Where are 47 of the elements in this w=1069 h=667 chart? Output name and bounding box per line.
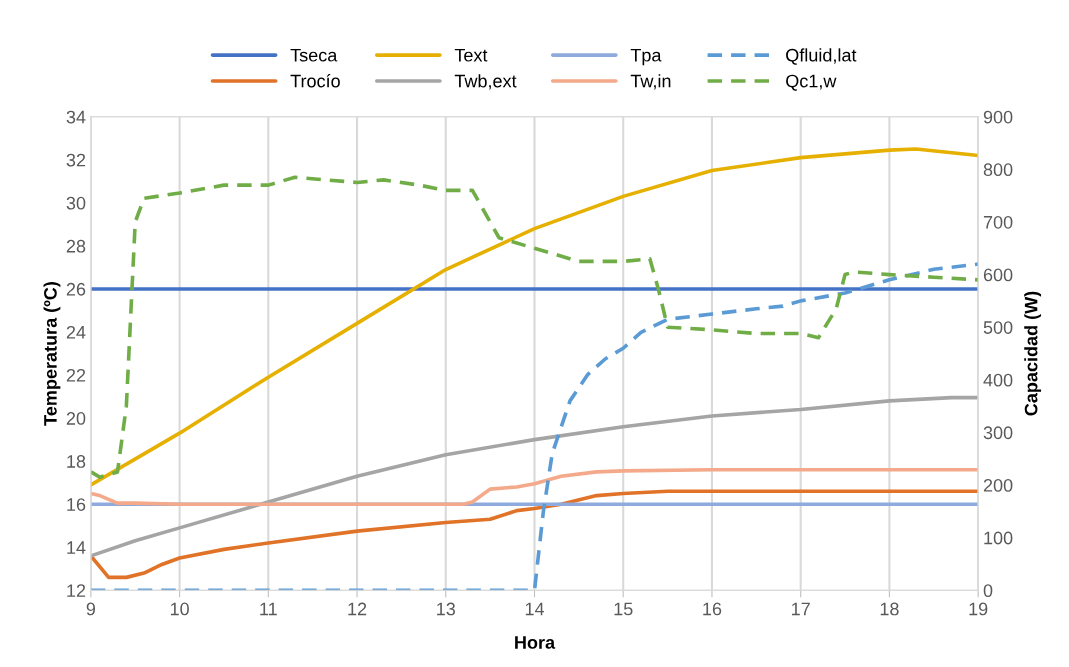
x-tick-label: 12: [348, 602, 367, 616]
x-tick-label: 15: [614, 602, 633, 616]
y-tick-label: 32: [66, 153, 86, 167]
line-series: [90, 395, 979, 558]
y2-axis-title: Capacidad (W): [1024, 291, 1042, 416]
x-tick-label: 9: [86, 602, 96, 616]
legend-label: Text: [454, 48, 488, 62]
y2-tick-label: 200: [983, 478, 1013, 492]
legend-label: Twb,ext: [454, 74, 517, 90]
x-tick-label: 11: [260, 602, 277, 616]
y2-tick-label: 400: [983, 373, 1013, 387]
legend-label: Tpa: [630, 48, 662, 66]
y-tick-label: 20: [66, 412, 86, 425]
y2-tick-label: 300: [983, 426, 1013, 440]
x-tick-label: 14: [525, 602, 545, 616]
legend-label: Tseca: [290, 48, 338, 62]
y-tick-label: 28: [66, 239, 86, 253]
y-tick-label: 14: [67, 541, 86, 554]
y-axis-title: Temperatura (ºC): [43, 282, 61, 426]
y-tick-label: 12: [67, 584, 86, 597]
x-axis-title: Hora: [515, 636, 556, 649]
y-tick-label: 18: [67, 455, 86, 468]
y2-tick-label: 700: [983, 215, 1013, 229]
x-tick-label: 16: [703, 602, 722, 616]
y2-tick-label: 500: [983, 321, 1013, 334]
y2-tick-label: 800: [983, 163, 1013, 177]
y-tick-label: 22: [66, 368, 86, 382]
line-series: [90, 467, 979, 506]
y2-tick-label: 100: [984, 531, 1013, 545]
y2-tick-label: 600: [983, 268, 1013, 282]
legend-label: Qc1,w: [786, 74, 837, 91]
line-series: [90, 489, 979, 580]
y-tick-label: 16: [67, 498, 86, 511]
y2-tick-label: 0: [983, 584, 993, 598]
x-tick-label: 18: [880, 602, 899, 616]
y2-tick-label: 900: [983, 110, 1013, 124]
x-tick-label: 10: [170, 602, 189, 616]
legend-label: Tw,in: [630, 74, 671, 90]
x-tick-label: 19: [969, 602, 988, 616]
y-tick-label: 26: [66, 282, 86, 296]
y-tick-label: 24: [66, 325, 86, 339]
legend-label: Qfluid,lat: [786, 48, 857, 65]
x-tick-label: 17: [792, 602, 810, 616]
y-tick-label: 34: [66, 110, 86, 124]
x-tick-label: 13: [437, 602, 456, 616]
y-tick-label: 30: [66, 196, 86, 210]
legend-label: Trocío: [290, 73, 340, 88]
